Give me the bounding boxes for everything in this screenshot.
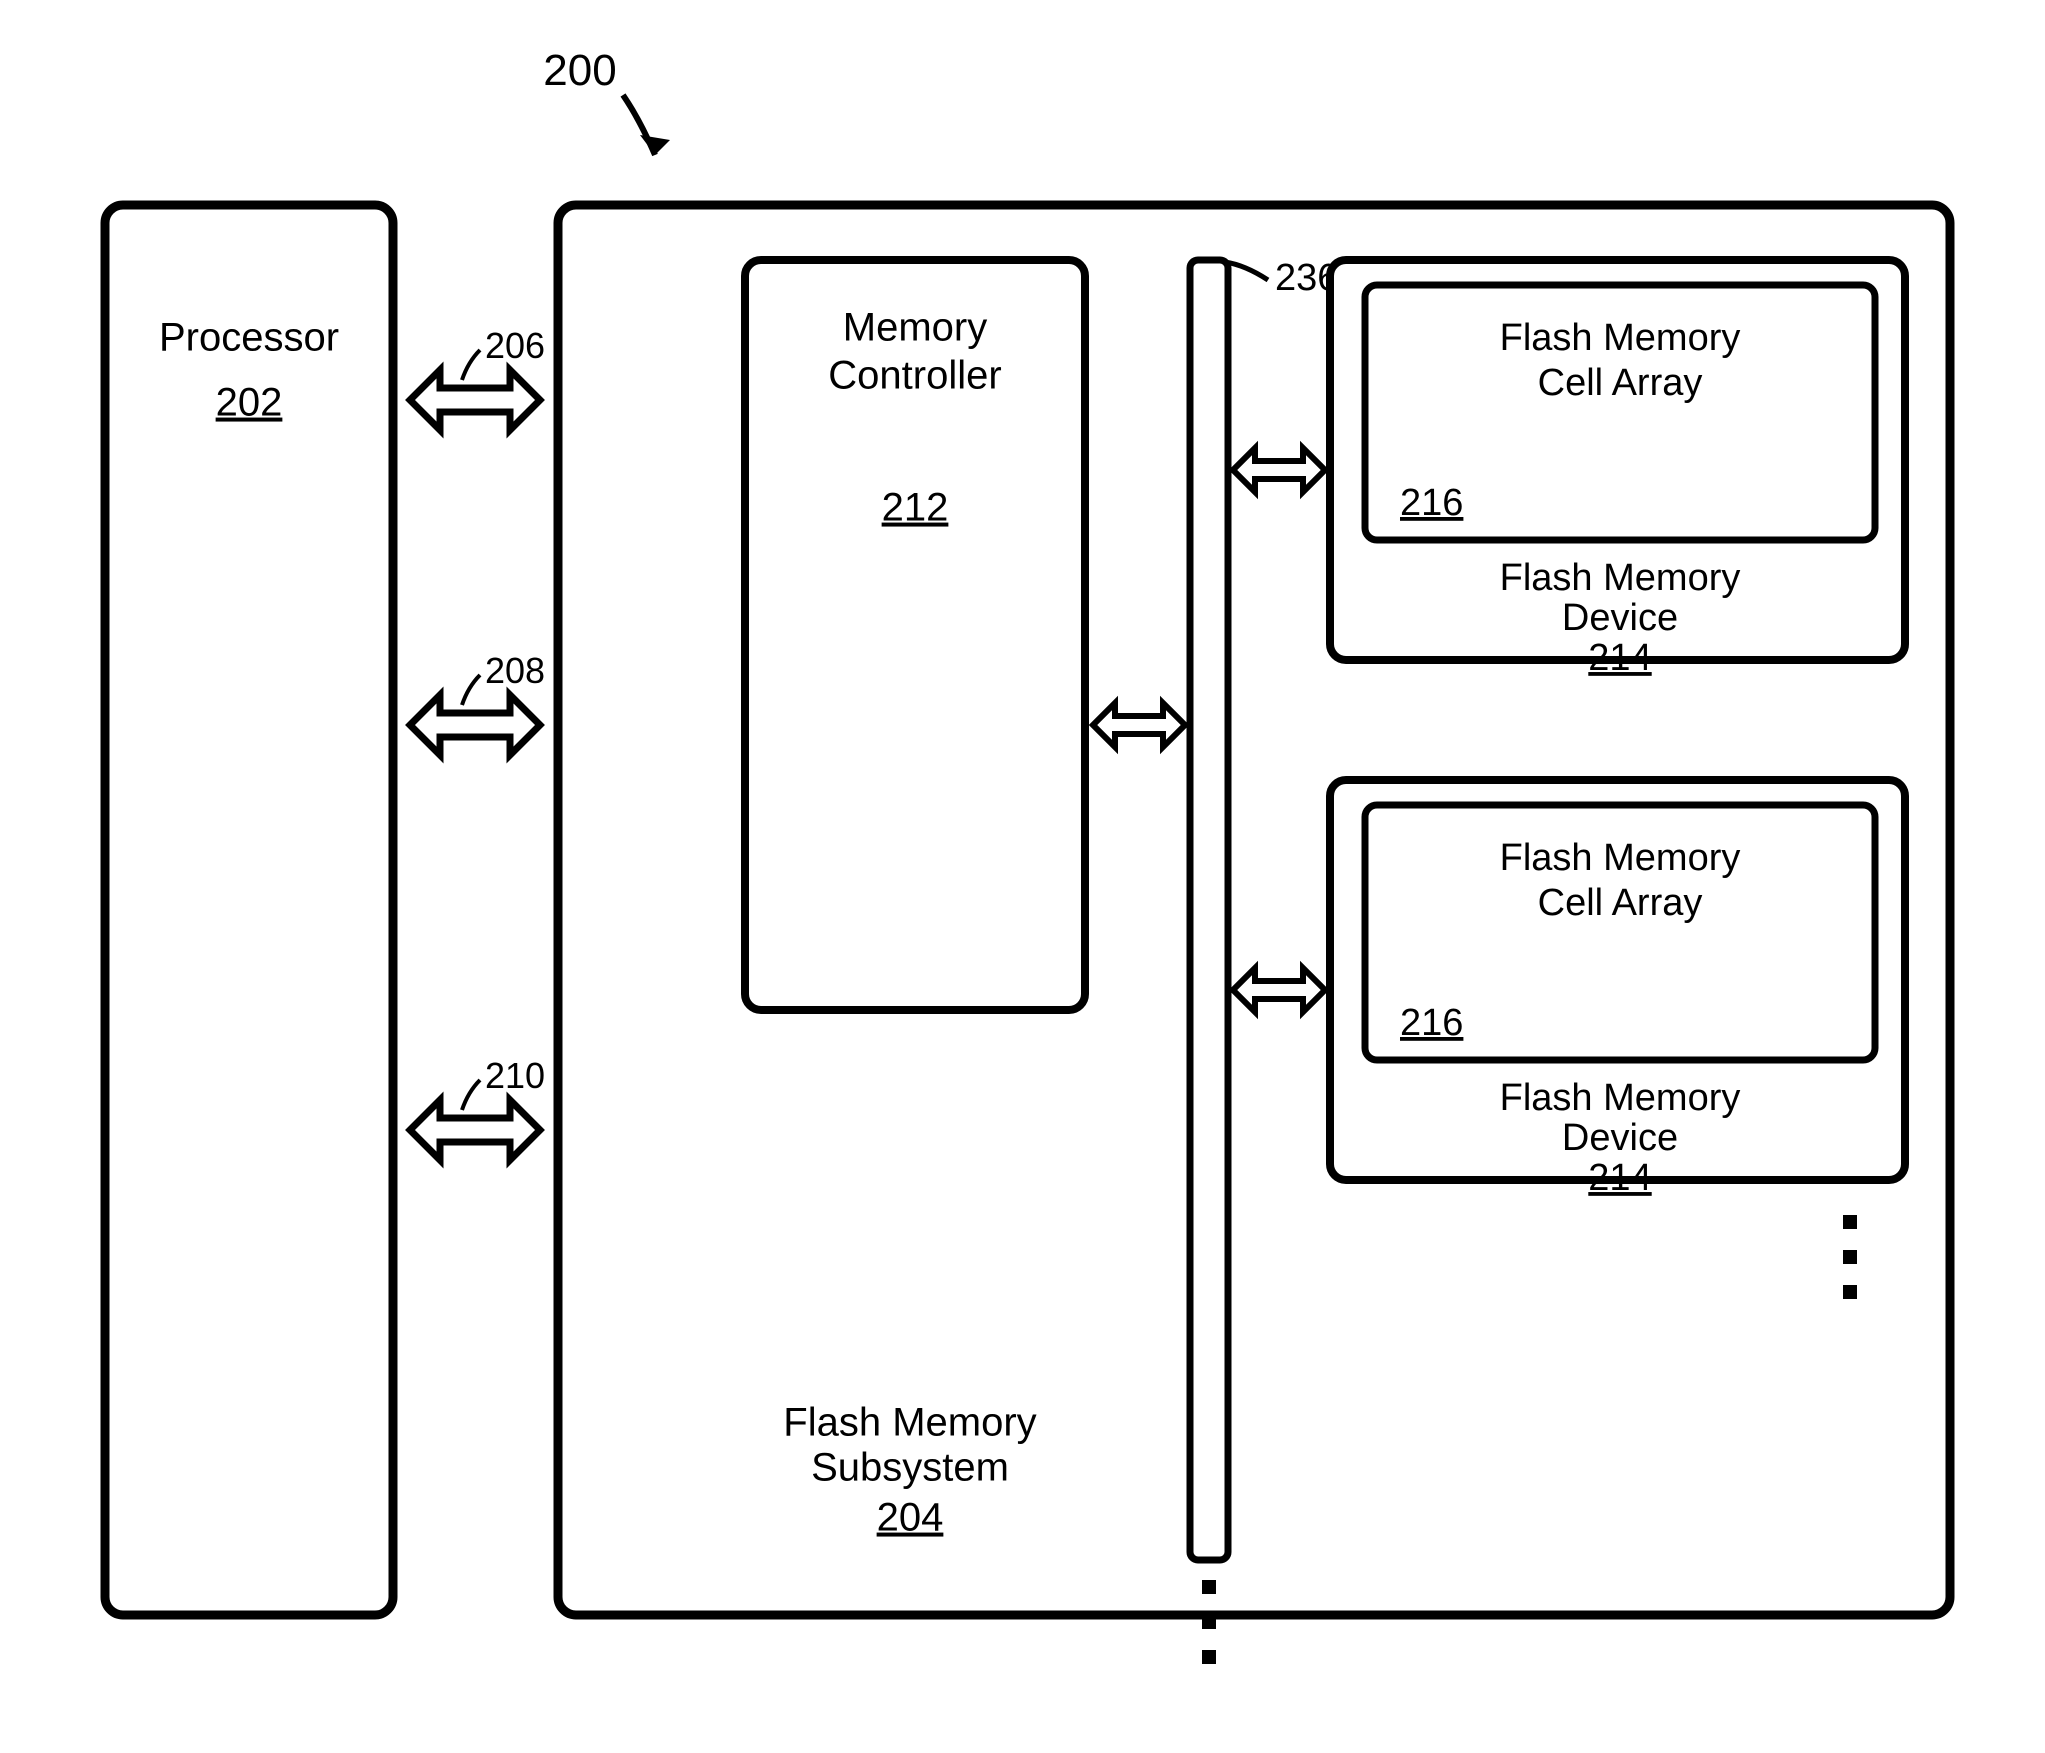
memory-controller-label-2: Controller xyxy=(828,354,1001,398)
memory-controller-ref: 212 xyxy=(882,486,949,530)
subsystem-label-2: Subsystem xyxy=(811,1446,1009,1490)
ref-200: 200 xyxy=(543,46,616,95)
processor-label: Processor xyxy=(159,316,339,360)
device2-array-label-1: Flash Memory xyxy=(1500,837,1741,879)
device2-label-1: Flash Memory xyxy=(1500,1077,1741,1119)
device2-label-2: Device xyxy=(1562,1117,1678,1159)
device1-array-ref: 216 xyxy=(1400,482,1463,524)
processor-ref: 202 xyxy=(216,381,283,425)
arrow-208-ref: 208 xyxy=(485,650,545,691)
arrow-210 xyxy=(410,1100,540,1160)
block-diagram: 200 Processor 202 Flash Memory Subsystem… xyxy=(0,0,2045,1748)
device1-label-2: Device xyxy=(1562,597,1678,639)
device1-array-label-2: Cell Array xyxy=(1538,362,1703,404)
arrow-206-ref: 206 xyxy=(485,325,545,366)
subsystem-ref: 204 xyxy=(877,1496,944,1540)
device1-array-label-1: Flash Memory xyxy=(1500,317,1741,359)
device2-array-label-2: Cell Array xyxy=(1538,882,1703,924)
subsystem-label-1: Flash Memory xyxy=(783,1401,1036,1445)
device2-array-ref: 216 xyxy=(1400,1002,1463,1044)
device1-ref: 214 xyxy=(1588,637,1651,679)
devices-ellipsis xyxy=(1843,1215,1857,1299)
arrow-208 xyxy=(410,695,540,755)
device2-ref: 214 xyxy=(1588,1157,1651,1199)
bus-ellipsis xyxy=(1202,1580,1216,1664)
bus-bar xyxy=(1190,260,1228,1560)
memory-controller-label-1: Memory xyxy=(843,306,987,350)
device1-label-1: Flash Memory xyxy=(1500,557,1741,599)
arrow-206 xyxy=(410,370,540,430)
arrow-210-ref: 210 xyxy=(485,1055,545,1096)
